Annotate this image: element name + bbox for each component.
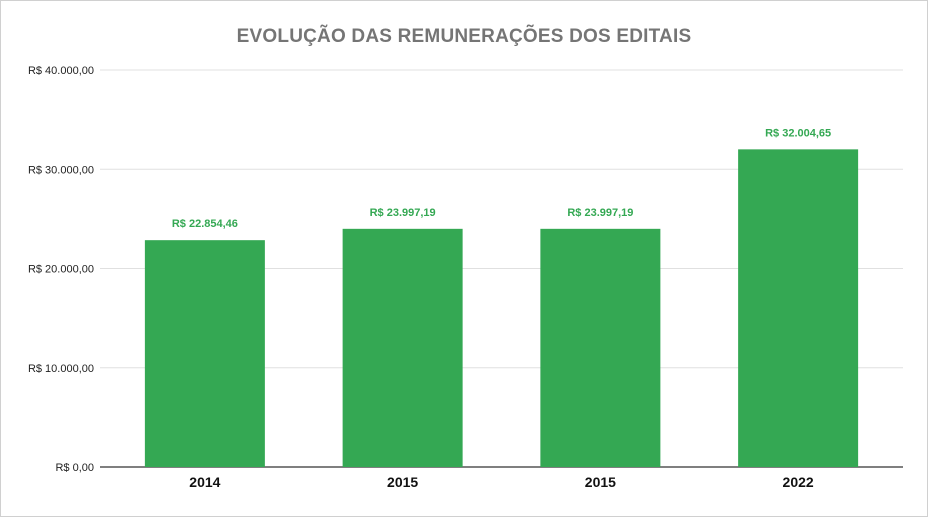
data-label: R$ 23.997,19 [370,207,436,219]
bars [144,149,859,467]
bar [342,228,463,467]
x-tick-label: 2015 [387,474,418,490]
data-label: R$ 23.997,19 [567,207,633,219]
x-tick-label: 2015 [585,474,616,490]
y-tick-label: R$ 30.000,00 [28,164,94,176]
chart-title: EVOLUÇÃO DAS REMUNERAÇÕES DOS EDITAIS [236,26,692,47]
bar [540,228,661,467]
data-label: R$ 32.004,65 [765,127,831,139]
y-tick-label: R$ 0,00 [55,462,94,474]
y-axis-ticks: R$ 0,00 R$ 10.000,00 R$ 20.000,00 R$ 30.000… [28,65,94,474]
y-tick-label: R$ 10.000,00 [28,363,94,375]
data-labels: R$ 22.854,46 R$ 23.997,19 R$ 23.997,19 R$ 3… [172,127,831,230]
data-label: R$ 22.854,46 [172,218,238,230]
bar [738,149,859,467]
x-tick-label: 2022 [783,474,814,490]
y-tick-label: R$ 20.000,00 [28,264,94,276]
x-tick-label: 2014 [189,474,220,490]
bar [144,240,265,467]
x-axis-ticks: 2014 2015 2015 2022 [189,474,814,490]
y-tick-label: R$ 40.000,00 [28,65,94,77]
